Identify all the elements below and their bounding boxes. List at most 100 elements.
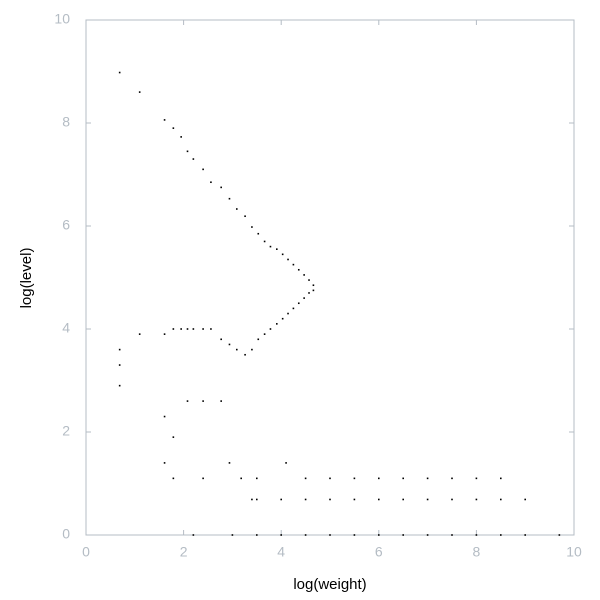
point	[202, 400, 204, 402]
point	[280, 498, 282, 501]
point	[292, 307, 295, 310]
point	[220, 400, 222, 402]
point	[287, 258, 289, 261]
point	[558, 534, 561, 536]
point	[228, 197, 231, 200]
point	[228, 462, 231, 464]
point	[297, 268, 300, 271]
point	[244, 353, 246, 356]
point	[304, 534, 307, 536]
y-tick-label: 10	[54, 11, 70, 27]
point	[475, 498, 478, 501]
point	[378, 477, 380, 480]
point	[269, 245, 272, 248]
point	[163, 462, 166, 464]
point	[244, 215, 246, 218]
point	[240, 477, 242, 480]
point	[426, 534, 429, 536]
y-tick-label: 2	[62, 423, 70, 439]
point	[276, 248, 278, 250]
point	[256, 534, 258, 536]
point	[235, 348, 238, 351]
point	[329, 498, 331, 501]
point	[353, 477, 356, 480]
x-tick-label: 4	[277, 544, 285, 560]
point	[235, 208, 238, 210]
point	[172, 127, 175, 129]
point	[231, 534, 234, 536]
x-tick-label: 2	[180, 544, 188, 560]
point	[281, 317, 284, 320]
point	[285, 462, 287, 464]
point	[138, 333, 141, 335]
point	[257, 338, 260, 341]
point	[269, 328, 272, 330]
point	[251, 226, 253, 228]
point	[256, 477, 258, 480]
point	[186, 328, 189, 330]
point	[281, 253, 284, 256]
point	[329, 534, 331, 536]
point	[202, 168, 204, 171]
point	[210, 328, 212, 330]
point	[312, 284, 315, 287]
point	[426, 498, 429, 501]
point	[202, 477, 204, 480]
point	[292, 263, 295, 266]
point	[475, 477, 478, 480]
point	[118, 71, 121, 74]
point	[353, 498, 356, 501]
point	[303, 274, 305, 276]
point	[192, 158, 195, 160]
point	[426, 477, 429, 480]
point	[378, 534, 380, 536]
point	[163, 333, 166, 335]
point	[163, 415, 166, 418]
point	[251, 498, 253, 501]
point	[297, 302, 300, 305]
point	[257, 232, 260, 235]
point	[329, 477, 331, 480]
point	[180, 328, 182, 330]
point	[451, 477, 453, 480]
y-tick-label: 4	[62, 320, 70, 336]
point	[500, 534, 502, 536]
point	[220, 186, 222, 189]
point	[118, 384, 121, 387]
point	[192, 534, 195, 536]
point	[500, 477, 502, 480]
point	[524, 498, 526, 501]
x-tick-label: 0	[82, 544, 90, 560]
point	[138, 91, 141, 93]
point	[180, 136, 182, 138]
x-tick-label: 10	[566, 544, 582, 560]
point	[304, 477, 307, 480]
x-axis-label: log(weight)	[293, 576, 366, 593]
point	[172, 328, 175, 330]
point	[202, 328, 204, 330]
point	[118, 348, 121, 351]
point	[308, 292, 310, 294]
point	[251, 348, 253, 351]
point	[228, 343, 231, 346]
point	[451, 534, 453, 536]
point	[524, 534, 526, 536]
point	[280, 534, 282, 536]
point	[163, 119, 166, 121]
point	[220, 338, 222, 341]
plot-frame	[85, 19, 575, 536]
point	[402, 534, 404, 536]
y-axis-label: log(level)	[18, 248, 35, 309]
point	[402, 498, 404, 501]
point	[303, 297, 305, 299]
point	[192, 328, 195, 330]
y-tick-label: 8	[62, 114, 70, 130]
point	[263, 333, 266, 335]
point	[210, 181, 212, 184]
point	[475, 534, 478, 536]
x-tick-label: 8	[473, 544, 481, 560]
point	[308, 279, 310, 281]
point	[276, 323, 278, 325]
point	[172, 436, 175, 438]
